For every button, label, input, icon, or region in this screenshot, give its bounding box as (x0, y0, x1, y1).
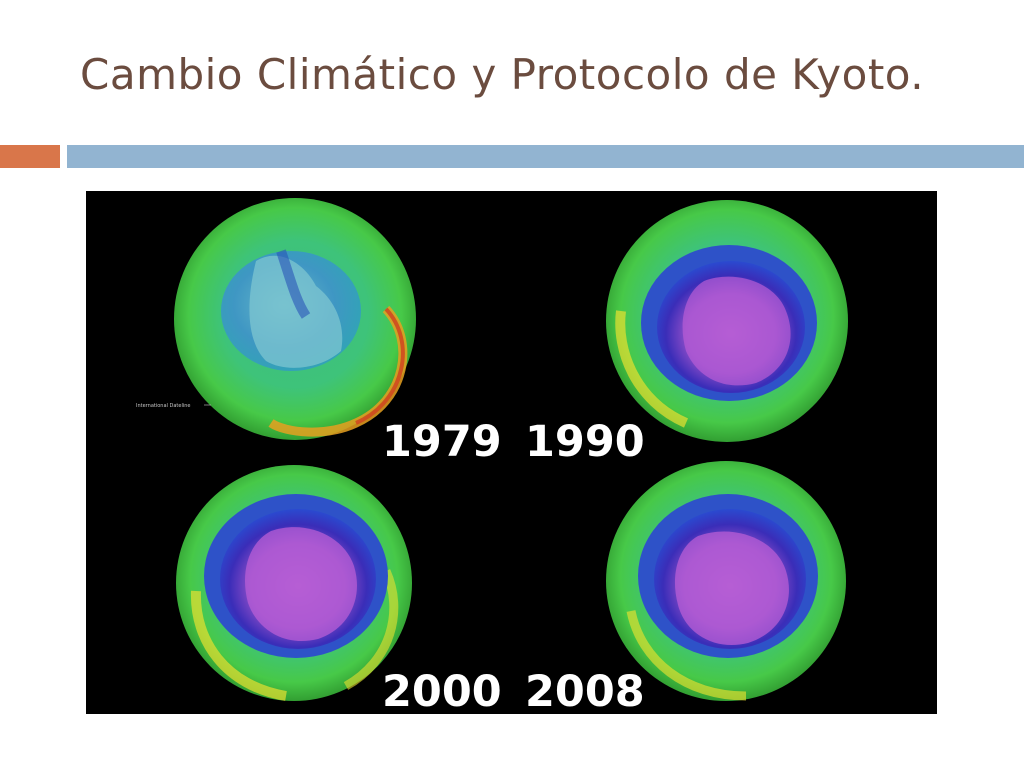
globe-2008 (606, 461, 846, 701)
year-label-2000: 2000 (382, 667, 502, 714)
year-label-2008: 2008 (525, 667, 645, 714)
globe-2000 (176, 465, 412, 701)
year-label-1990: 1990 (525, 417, 645, 467)
ozone-hole-figure: International Dateline 19 (86, 191, 937, 714)
globe-1979: International Dateline (136, 198, 416, 440)
year-label-1979: 1979 (382, 417, 502, 467)
slide-title: Cambio Climático y Protocolo de Kyoto. (80, 50, 925, 99)
globe-1990 (606, 200, 848, 442)
dateline-label: International Dateline (136, 403, 190, 409)
accent-bar-blue (67, 145, 1024, 168)
ozone-globes-svg: International Dateline 19 (136, 198, 848, 714)
accent-bar-orange (0, 145, 60, 168)
